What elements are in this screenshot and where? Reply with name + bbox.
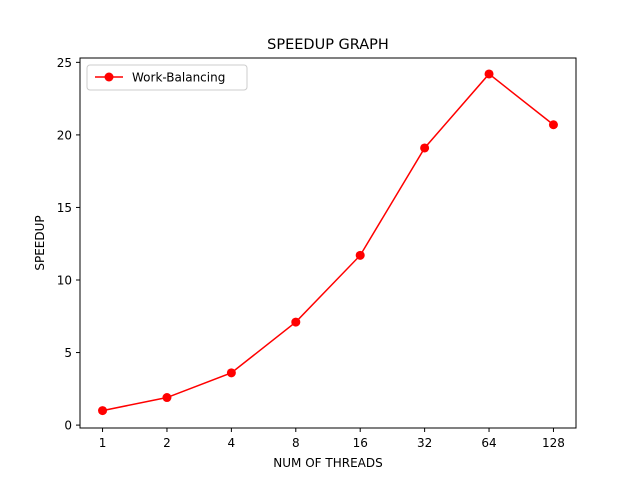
x-tick-label: 64	[481, 436, 496, 450]
x-tick-label: 16	[353, 436, 368, 450]
y-tick-label: 10	[57, 274, 72, 288]
y-tick-label: 5	[64, 346, 72, 360]
plot-layer	[98, 69, 558, 416]
legend-label: Work-Balancing	[132, 71, 225, 85]
y-tick-label: 15	[57, 201, 72, 215]
data-point	[420, 143, 430, 153]
data-point	[162, 393, 172, 403]
x-tick-label: 32	[417, 436, 432, 450]
axes-frame	[79, 57, 577, 429]
data-point	[548, 120, 558, 130]
y-ticks: 0 5 10 15 20 25	[57, 56, 80, 433]
series-line-work-balancing	[102, 72, 554, 412]
x-axis-label: NUM OF THREADS	[273, 456, 382, 470]
data-point	[484, 69, 494, 79]
x-tick-label: 1	[99, 436, 107, 450]
data-point	[291, 317, 301, 327]
legend-box	[86, 64, 248, 91]
data-point	[355, 250, 365, 260]
x-ticks: 1 2 4 8 16 32 64 128	[99, 428, 565, 450]
legend: Work-Balancing	[86, 64, 248, 91]
x-tick-label: 8	[292, 436, 300, 450]
y-tick-label: 0	[64, 419, 72, 433]
x-tick-label: 2	[163, 436, 171, 450]
y-axis-label: SPEEDUP	[33, 215, 47, 270]
axes-layer: 1 2 4 8 16 32 64 128 0 5 10 15 20 25	[57, 56, 577, 450]
y-tick-label: 20	[57, 128, 72, 142]
chart-title: SPEEDUP GRAPH	[267, 37, 389, 53]
data-point	[98, 406, 108, 416]
y-tick-label: 25	[57, 56, 72, 70]
x-tick-label: 128	[542, 436, 565, 450]
legend-marker-swatch	[104, 72, 114, 82]
data-point	[226, 368, 236, 378]
x-tick-label: 4	[228, 436, 236, 450]
